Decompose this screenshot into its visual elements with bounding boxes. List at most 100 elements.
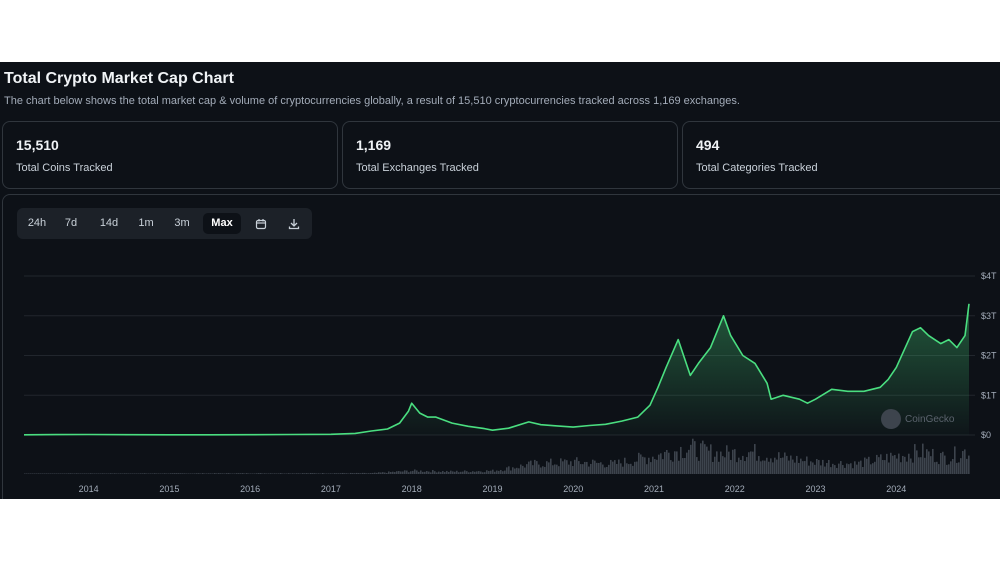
volume-bar xyxy=(650,462,652,474)
x-tick-label: 2019 xyxy=(482,484,502,494)
volume-bar xyxy=(448,471,450,474)
volume-bar xyxy=(526,464,528,474)
volume-bar xyxy=(702,440,704,474)
volume-bar xyxy=(620,463,622,474)
range-1m-button[interactable]: 1m xyxy=(138,217,154,229)
volume-bar xyxy=(832,463,834,474)
volume-bar xyxy=(362,472,364,474)
volume-bar xyxy=(512,467,514,474)
volume-bar xyxy=(954,446,956,474)
volume-bar xyxy=(616,463,618,474)
volume-bar xyxy=(450,470,452,474)
volume-bar xyxy=(314,473,316,474)
page-title: Total Crypto Market Cap Chart xyxy=(4,70,234,87)
volume-bar xyxy=(480,471,482,474)
volume-bar xyxy=(590,463,592,474)
volume-bar xyxy=(484,472,486,474)
volume-bar xyxy=(92,473,94,474)
volume-bar xyxy=(310,472,312,474)
volume-bar xyxy=(634,461,636,474)
range-24h-button[interactable]: 24h xyxy=(27,217,47,229)
volume-bar xyxy=(122,473,124,474)
volume-bar xyxy=(378,472,380,474)
volume-bar xyxy=(844,467,846,474)
volume-bar xyxy=(508,466,510,474)
volume-bar xyxy=(278,473,280,474)
volume-bar xyxy=(298,473,300,474)
volume-bar xyxy=(90,473,92,474)
volume-bar xyxy=(356,472,358,474)
volume-bar xyxy=(74,473,76,474)
volume-bar xyxy=(474,471,476,474)
calendar-icon[interactable] xyxy=(250,213,272,234)
range-7d-button[interactable]: 7d xyxy=(64,217,78,229)
download-icon[interactable] xyxy=(283,213,305,234)
volume-bar xyxy=(534,459,536,474)
volume-bar xyxy=(738,457,740,474)
volume-bar xyxy=(46,473,48,474)
volume-bar xyxy=(120,473,122,474)
volume-bar xyxy=(880,454,882,474)
volume-bar xyxy=(360,473,362,474)
volume-bar xyxy=(264,473,266,474)
range-14d-button[interactable]: 14d xyxy=(99,217,119,229)
range-3m-button[interactable]: 3m xyxy=(174,217,190,229)
volume-bar xyxy=(684,457,686,474)
volume-bar xyxy=(104,473,106,474)
volume-bar xyxy=(222,473,224,474)
volume-bar xyxy=(438,471,440,474)
volume-bar xyxy=(454,471,456,474)
volume-bar xyxy=(792,459,794,474)
volume-bar xyxy=(936,461,938,474)
volume-bar xyxy=(200,473,202,474)
volume-bar xyxy=(920,457,922,474)
volume-bar xyxy=(374,472,376,474)
volume-bar xyxy=(648,457,650,474)
volume-bar xyxy=(218,473,220,474)
volume-bar xyxy=(770,458,772,474)
volume-bar xyxy=(752,451,754,474)
volume-bar xyxy=(824,466,826,474)
volume-bar xyxy=(856,464,858,474)
volume-bar xyxy=(638,452,640,474)
volume-bar xyxy=(714,456,716,474)
volume-bar xyxy=(754,444,756,474)
volume-bar xyxy=(602,464,604,474)
volume-bar xyxy=(58,473,60,474)
volume-bar xyxy=(712,461,714,474)
volume-bar xyxy=(444,472,446,474)
volume-bar xyxy=(704,444,706,474)
volume-bar xyxy=(960,458,962,474)
volume-bar xyxy=(368,473,370,474)
volume-bar xyxy=(342,472,344,474)
volume-bar xyxy=(254,473,256,474)
volume-bar xyxy=(102,473,104,474)
volume-bar xyxy=(184,473,186,474)
volume-bar xyxy=(430,472,432,474)
volume-bar xyxy=(938,464,940,474)
x-tick-label: 2022 xyxy=(725,484,745,494)
volume-bar xyxy=(490,470,492,474)
volume-bar xyxy=(468,472,470,474)
range-max-button[interactable]: Max xyxy=(203,213,241,234)
volume-bar xyxy=(896,458,898,474)
volume-bar xyxy=(610,459,612,474)
volume-bar xyxy=(124,473,126,474)
volume-bar xyxy=(382,472,384,474)
volume-bar xyxy=(732,449,734,474)
volume-bar xyxy=(292,473,294,474)
volume-bar xyxy=(302,473,304,474)
market-cap-chart: $0 $1T $2T $3T $4T 2014 2015 2016 2017 2018 2019 20… xyxy=(23,271,997,494)
volume-bar xyxy=(504,470,506,474)
volume-bar xyxy=(126,473,128,474)
volume-bar xyxy=(372,472,374,474)
volume-bar xyxy=(854,461,856,474)
volume-bar xyxy=(338,473,340,474)
volume-bar xyxy=(680,446,682,474)
volume-bar xyxy=(282,473,284,474)
volume-bar xyxy=(786,455,788,474)
volume-bar xyxy=(422,471,424,474)
volume-bar xyxy=(78,473,80,474)
x-tick-label: 2015 xyxy=(159,484,179,494)
volume-bar xyxy=(846,463,848,474)
